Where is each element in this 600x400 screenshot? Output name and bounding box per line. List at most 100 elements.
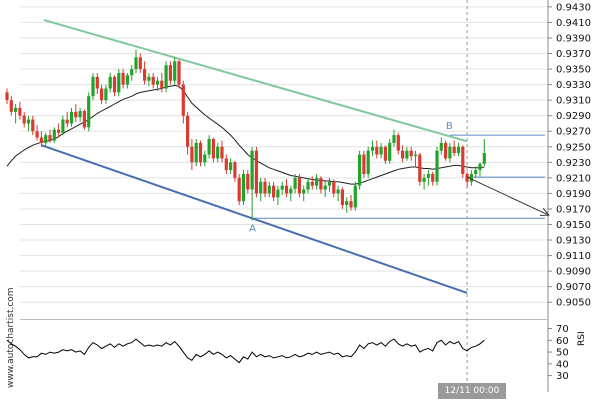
candle-body: [439, 142, 443, 151]
price-tick-label: 0.9210: [556, 173, 591, 184]
candle-body: [48, 135, 52, 141]
candle-body: [297, 177, 301, 194]
price-tick-label: 0.9230: [556, 158, 591, 169]
chart-frame: [20, 0, 549, 392]
price-tick-label: 0.9370: [556, 49, 591, 60]
candle-body: [155, 80, 160, 85]
candle-body: [276, 189, 280, 198]
candle-body: [426, 173, 430, 178]
candle-body: [448, 146, 452, 159]
candle-body: [168, 65, 172, 81]
candle-body: [469, 173, 473, 182]
candle-body: [112, 76, 117, 93]
candle-body: [91, 76, 95, 97]
candle-body: [396, 135, 400, 151]
price-axis: 0.9430 0.9410 0.9390 0.9370 0.9350 0.9330 0.93…: [548, 2, 591, 309]
price-tick-label: 0.9090: [556, 267, 591, 278]
rsi-tick-label: 30: [556, 371, 569, 382]
candle-body: [401, 150, 405, 159]
support-resistance-levels: [252, 134, 545, 219]
candle-body: [370, 146, 375, 151]
candle-body: [18, 107, 22, 116]
candle-body: [198, 142, 203, 163]
candle-body: [216, 146, 220, 159]
candle-body: [229, 162, 233, 171]
candle-body: [336, 189, 340, 194]
rsi-tick-label: 60: [556, 336, 569, 347]
channel-trendlines: [41, 19, 468, 294]
candle-body: [237, 177, 241, 202]
candle-body: [211, 139, 215, 159]
candle-body: [310, 181, 314, 186]
candle-body: [413, 154, 418, 157]
candle-body: [39, 137, 43, 143]
candle-body: [246, 173, 250, 190]
candle-body: [353, 185, 357, 208]
candle-body: [267, 185, 271, 194]
rsi-axis-label: RSI: [577, 331, 587, 346]
price-tick-label: 0.9410: [556, 18, 591, 29]
candles: [5, 49, 486, 221]
candle-body: [186, 115, 190, 147]
candle-body: [345, 201, 349, 206]
candle-body: [289, 188, 293, 194]
candle-body: [134, 57, 138, 70]
candle-body: [177, 61, 181, 85]
candle-body: [31, 119, 35, 132]
candle-body: [143, 69, 147, 81]
candle-body: [100, 88, 104, 101]
price-tick-label: 0.9390: [556, 33, 591, 44]
candle-body: [52, 129, 56, 141]
candle-body: [349, 201, 353, 208]
candle-body: [190, 146, 194, 163]
candle-body: [388, 142, 392, 161]
candle-body: [456, 146, 461, 154]
candle-body: [164, 65, 168, 89]
candle-body: [26, 119, 31, 124]
candle-body: [147, 76, 151, 81]
point-a-label: A: [249, 224, 256, 235]
candle-body: [478, 163, 482, 171]
price-tick-label: 0.9290: [556, 111, 591, 122]
candle-body: [306, 181, 310, 190]
lower-trendline: [41, 144, 468, 294]
annotations: AB: [249, 121, 453, 235]
price-tick-label: 0.9310: [556, 96, 591, 107]
price-tick-label: 0.9170: [556, 204, 591, 215]
candle-body: [444, 142, 448, 159]
price-tick-label: 0.9430: [556, 2, 591, 13]
candle-body: [151, 76, 155, 85]
candle-body: [323, 185, 327, 190]
candle-body: [435, 150, 439, 182]
candle-body: [474, 170, 478, 174]
candle-body: [241, 173, 246, 202]
price-tick-label: 0.9070: [556, 282, 591, 293]
candle-body: [74, 111, 78, 118]
candle-body: [5, 92, 9, 101]
price-tick-label: 0.9050: [556, 298, 591, 309]
candle-body: [392, 135, 396, 143]
upper-trendline: [43, 19, 468, 143]
candle-body: [44, 135, 48, 143]
price-tick-label: 0.9330: [556, 80, 591, 91]
candle-body: [181, 84, 185, 116]
candle-body: [65, 119, 69, 124]
price-tick-label: 0.9190: [556, 189, 591, 200]
price-tick-label: 0.9130: [556, 236, 591, 247]
rsi-line: [6, 338, 485, 364]
projection-arrow: [466, 176, 550, 216]
candle-body: [280, 185, 284, 190]
candle-body: [57, 129, 61, 133]
candle-body: [315, 177, 319, 186]
candle-body: [250, 150, 254, 190]
rsi-line-path: [6, 338, 485, 364]
candle-body: [340, 189, 344, 206]
candle-body: [482, 153, 486, 164]
candle-body: [272, 185, 276, 198]
projection-line: [466, 176, 550, 216]
candle-body: [160, 80, 164, 89]
rsi-tick-label: 70: [556, 324, 569, 335]
candle-body: [431, 173, 435, 182]
candle-body: [108, 76, 112, 89]
candle-body: [284, 185, 289, 194]
